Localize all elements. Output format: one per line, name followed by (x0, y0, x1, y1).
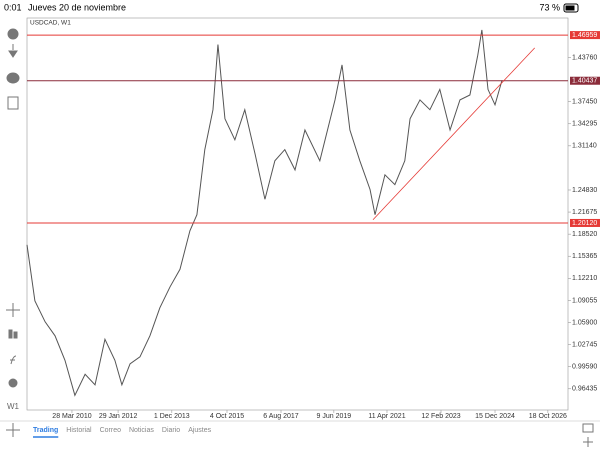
level-label-box (570, 218, 600, 227)
x-tick-label: 28 Mar 2010 (52, 413, 91, 420)
battery-level (565, 5, 575, 11)
battery-icon (563, 3, 579, 13)
tab[interactable]: Diario (162, 427, 180, 434)
y-tick-label: 1.05900 (572, 319, 597, 326)
y-tick-label: 0.99590 (572, 364, 597, 371)
tab-bar: Trading Historial Correo Noticias Diario Ajus… (33, 427, 212, 438)
tab[interactable]: Historial (66, 427, 92, 434)
y-tick-label: 1.15365 (572, 253, 597, 260)
status-battery: 73 % (539, 2, 560, 12)
indicators-icon[interactable] (10, 355, 17, 365)
new-order-icon[interactable] (7, 96, 19, 110)
x-tick-label: 11 Apr 2021 (368, 413, 405, 420)
price-line (26, 29, 503, 397)
y-tick-label: 1.37450 (572, 98, 597, 105)
x-tick-label: 6 Aug 2017 (263, 413, 299, 420)
account-icon[interactable] (7, 28, 19, 40)
level-label-box (570, 76, 600, 85)
x-tick-label: 29 Jan 2012 (99, 413, 138, 420)
y-tick-label: 1.43760 (572, 54, 597, 61)
y-tick-label: 1.31140 (572, 143, 597, 150)
level-label: 1.46959 (572, 32, 597, 39)
tab[interactable]: Correo (100, 427, 122, 434)
tab[interactable]: Ajustes (188, 427, 211, 434)
y-tick-label: 0.96435 (572, 386, 597, 393)
sort-icon[interactable] (583, 437, 593, 447)
x-tick-label: 12 Feb 2023 (421, 413, 460, 420)
level-label: 1.20120 (572, 220, 597, 227)
level-label-box (570, 31, 600, 40)
objects-icon[interactable] (8, 378, 18, 388)
add-icon[interactable] (6, 423, 20, 437)
y-tick-label: 1.12210 (572, 275, 597, 282)
tab[interactable]: Noticias (129, 427, 154, 434)
timeframe-button[interactable]: W1 (7, 402, 20, 411)
x-tick-label: 18 Oct 2026 (529, 413, 567, 420)
tab[interactable]: Trading (33, 427, 58, 434)
chat-icon[interactable] (6, 72, 20, 84)
candles-icon-2[interactable] (13, 331, 18, 339)
x-tick-label: 1 Dec 2013 (154, 413, 190, 420)
chart-frame (26, 17, 569, 411)
x-tick-label: 9 Jun 2019 (317, 413, 352, 420)
y-tick-label: 1.02745 (572, 341, 597, 348)
right-bottom-icons (582, 423, 594, 447)
y-tick-label: 1.34295 (572, 121, 597, 128)
y-tick-label: 1.09055 (572, 297, 597, 304)
status-time: 0:01 (4, 2, 22, 12)
y-tick-label: 1.24830 (572, 187, 597, 194)
x-tick-label: 15 Dec 2024 (475, 413, 515, 420)
chart-title: USDCAD, W1 (30, 20, 71, 27)
left-toolbar (6, 28, 20, 437)
trendline (372, 47, 536, 221)
candles-icon[interactable] (8, 329, 13, 339)
x-tick-label: 4 Oct 2015 (210, 413, 244, 420)
plot: 1.43760 1.37450 1.34295 1.31140 1.24830 1.216… (26, 29, 600, 420)
y-tick-label: 1.21675 (572, 209, 597, 216)
trade-icon[interactable] (8, 44, 18, 58)
layout-icon[interactable] (582, 423, 594, 433)
level-label: 1.40437 (572, 78, 597, 85)
y-tick-label: 1.18520 (572, 231, 597, 238)
status-date: Jueves 20 de noviembre (28, 2, 126, 12)
crosshair-icon[interactable] (6, 303, 20, 317)
